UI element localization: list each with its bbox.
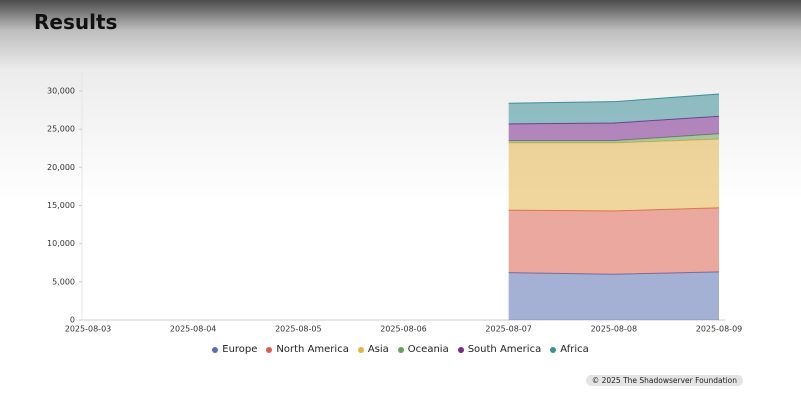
legend-item[interactable]: Asia (357, 344, 389, 355)
legend-label: Africa (560, 344, 589, 355)
x-tick-label: 2025-08-05 (275, 325, 322, 334)
y-tick-label: 25,000 (47, 125, 75, 134)
legend-swatch (357, 346, 364, 353)
legend-item[interactable]: Africa (550, 344, 589, 355)
legend-item[interactable]: Oceania (397, 344, 449, 355)
area (508, 94, 719, 124)
area-line (508, 138, 720, 144)
legend-item[interactable]: South America (457, 344, 542, 355)
legend-label: North America (276, 344, 349, 355)
legend-swatch (457, 346, 464, 353)
y-tick-label: 15,000 (47, 201, 75, 210)
area (508, 207, 719, 275)
legend-item[interactable]: North America (266, 344, 349, 355)
legend-item[interactable]: Europe (212, 344, 257, 355)
x-tick-label: 2025-08-09 (696, 325, 743, 334)
x-tick-label: 2025-08-08 (591, 325, 638, 334)
copyright: © 2025 The Shadowserver Foundation (585, 375, 743, 386)
area-line (508, 93, 720, 104)
legend-swatch (266, 346, 273, 353)
x-tick-label: 2025-08-04 (170, 325, 217, 334)
legend: Europe North America Asia Oceania South Amer… (0, 344, 801, 355)
area (508, 116, 719, 141)
area (508, 139, 719, 211)
y-tick-label: 5,000 (52, 277, 75, 286)
y-tick-label: 0 (70, 316, 75, 325)
area (508, 271, 719, 320)
legend-label: South America (467, 344, 542, 355)
area-line (508, 133, 720, 142)
y-tick-label: 20,000 (47, 163, 75, 172)
page-title: Results (34, 10, 118, 34)
legend-label: Europe (222, 344, 258, 355)
x-tick-label: 2025-08-03 (65, 325, 112, 334)
y-tick-label: 10,000 (47, 239, 75, 248)
legend-swatch (397, 346, 404, 353)
x-tick-label: 2025-08-07 (485, 325, 532, 334)
legend-swatch (212, 346, 219, 353)
legend-label: Oceania (407, 344, 449, 355)
y-tick-label: 30,000 (47, 87, 75, 96)
legend-label: Asia (367, 344, 389, 355)
legend-swatch (550, 346, 557, 353)
x-tick-label: 2025-08-06 (380, 325, 427, 334)
